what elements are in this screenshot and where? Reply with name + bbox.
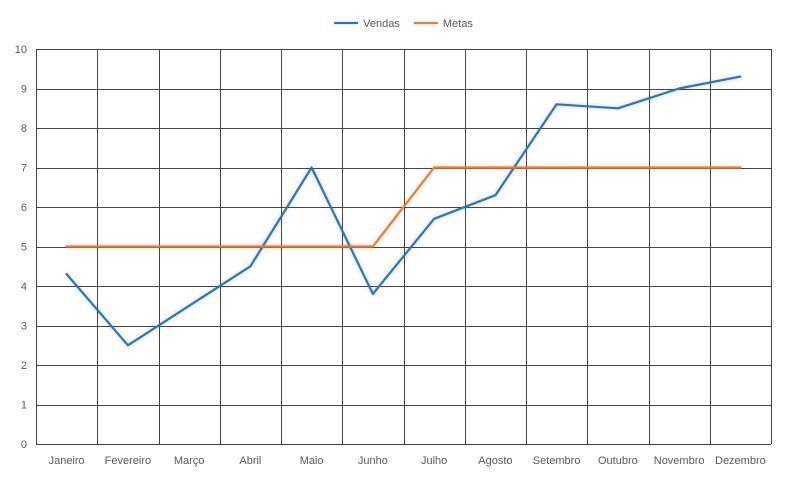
legend-label: Vendas (363, 18, 400, 30)
y-tick-label: 2 (21, 360, 27, 372)
legend-label: Metas (443, 18, 473, 30)
x-tick-label: Agosto (478, 455, 512, 467)
series-line-vendas (65, 75, 742, 347)
y-tick-label: 9 (21, 84, 27, 96)
x-tick-label: Abril (239, 455, 261, 467)
x-tick-label: Fevereiro (105, 455, 151, 467)
y-axis: 0 1 2 3 4 5 6 7 8 9 10 (15, 44, 27, 451)
y-tick-label: 0 (21, 439, 27, 451)
y-tick-label: 5 (21, 242, 27, 254)
y-tick-label: 3 (21, 321, 27, 333)
legend-item-vendas: Vendas (334, 18, 400, 30)
y-tick-label: 8 (21, 123, 27, 135)
y-tick-label: 6 (21, 202, 27, 214)
x-axis: Janeiro Fevereiro Março Abril Maio Junho Julho… (49, 455, 766, 467)
x-tick-label: Janeiro (49, 455, 85, 467)
x-tick-label: Dezembro (715, 455, 766, 467)
y-tick-label: 10 (15, 44, 27, 56)
x-tick-label: Maio (300, 455, 324, 467)
legend-item-metas: Metas (413, 18, 473, 30)
series-line-metas (65, 166, 742, 248)
y-tick-label: 7 (21, 163, 27, 175)
x-tick-label: Setembro (533, 455, 581, 467)
y-tick-label: 4 (21, 281, 27, 293)
y-tick-label: 1 (21, 400, 27, 412)
series-layer (65, 75, 742, 347)
x-tick-label: Novembro (654, 455, 705, 467)
x-tick-label: Julho (421, 455, 447, 467)
x-tick-label: Outubro (598, 455, 638, 467)
x-tick-label: Junho (358, 455, 388, 467)
legend: Vendas Metas (334, 18, 473, 30)
x-tick-label: Março (174, 455, 205, 467)
